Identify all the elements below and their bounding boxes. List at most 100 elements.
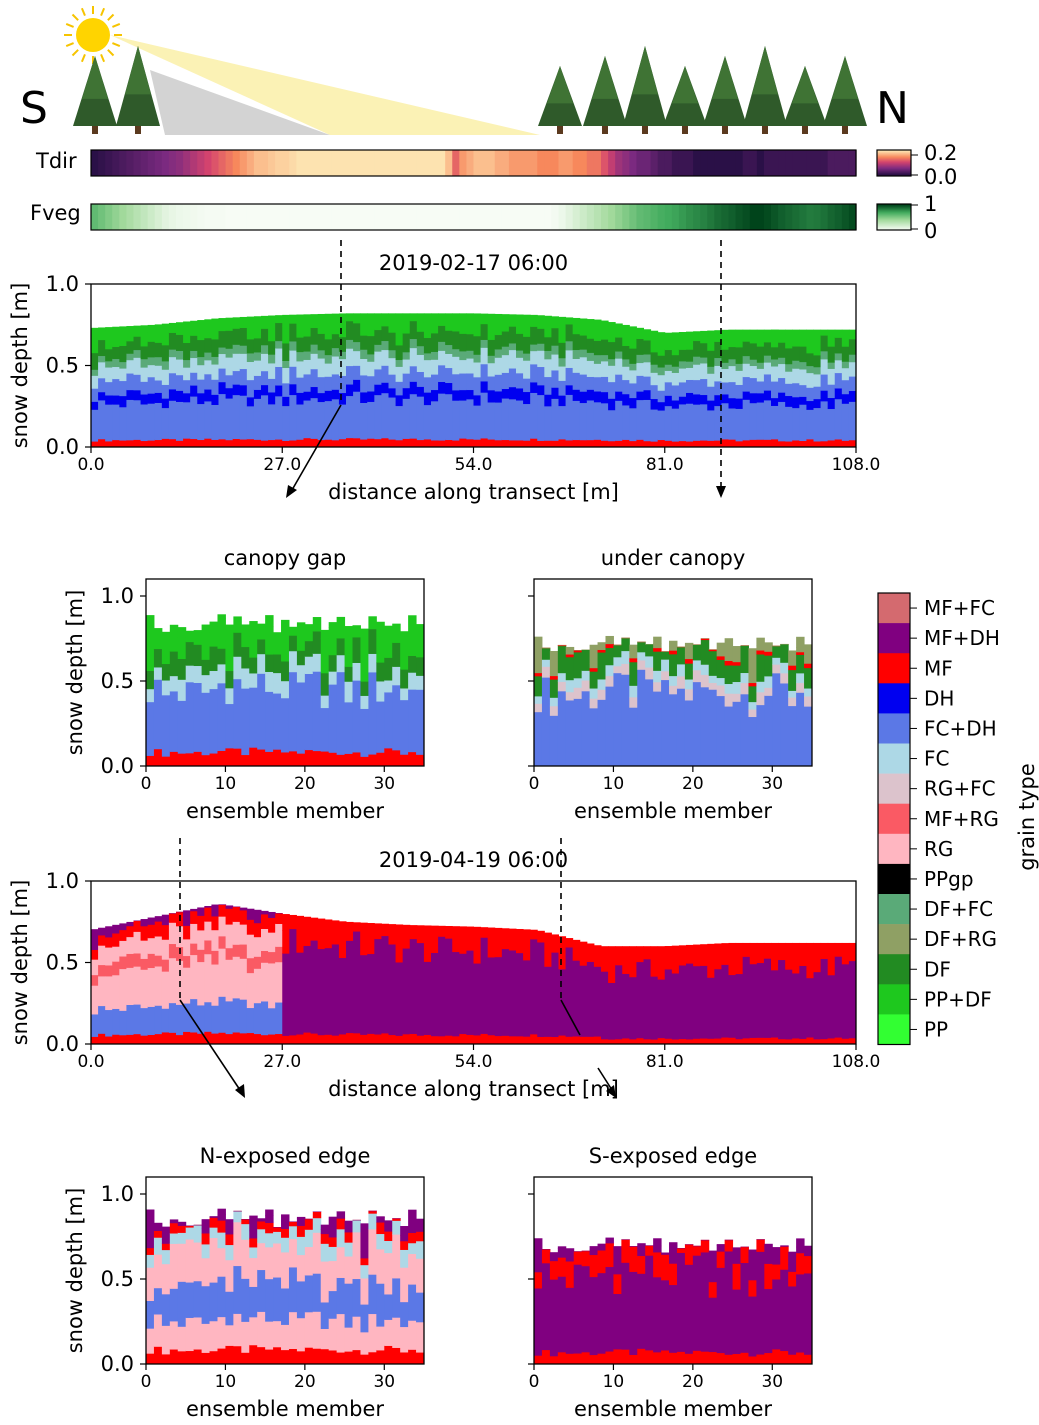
grain-layer xyxy=(275,322,283,342)
grain-layer xyxy=(572,372,581,390)
grain-layer xyxy=(799,368,807,386)
grain-layer xyxy=(537,384,545,396)
grain-layer xyxy=(806,409,814,440)
grain-layer xyxy=(742,956,751,1039)
grain-layer xyxy=(643,376,652,391)
grain-layer xyxy=(586,439,595,448)
grain-layer xyxy=(218,1032,227,1045)
grain-layer xyxy=(565,1036,574,1045)
grain-layer xyxy=(636,399,644,440)
grain-layer xyxy=(669,646,678,651)
grain-layer xyxy=(360,628,369,656)
legend-label: MF+FC xyxy=(924,596,995,620)
strip-cell xyxy=(650,150,659,176)
grain-layer xyxy=(637,1348,646,1365)
grain-layer xyxy=(669,640,678,648)
grain-layer xyxy=(780,672,789,684)
strip-cell xyxy=(268,204,276,230)
grain-layer xyxy=(742,355,751,364)
strip-cell xyxy=(487,204,496,230)
grain-layer xyxy=(409,925,418,940)
grain-layer xyxy=(565,656,575,681)
grain-layer xyxy=(310,353,319,370)
strip-cell xyxy=(204,150,213,176)
grain-layer xyxy=(650,398,659,410)
grain-layer xyxy=(756,402,765,440)
grain-layer xyxy=(735,440,744,448)
grain-layer xyxy=(374,344,382,352)
grain-layer xyxy=(344,1220,354,1229)
grain-layer xyxy=(261,353,269,372)
grain-layer xyxy=(572,389,581,401)
x-tick-label: 81.0 xyxy=(646,455,684,475)
grain-layer xyxy=(408,1232,417,1244)
grain-layer xyxy=(112,366,120,380)
grain-layer xyxy=(282,396,290,407)
x-axis-label: distance along transect [m] xyxy=(328,480,619,504)
colorbar-cell xyxy=(877,204,911,206)
grain-layer xyxy=(780,682,789,767)
grain-layer xyxy=(565,394,574,441)
grain-layer xyxy=(544,1036,552,1045)
grain-layer xyxy=(304,656,314,674)
grain-layer xyxy=(190,998,198,1033)
grain-layer xyxy=(708,1297,718,1353)
grain-layer xyxy=(657,367,666,376)
grain-layer xyxy=(261,440,269,448)
grain-layer xyxy=(661,651,670,652)
grain-layer xyxy=(756,645,765,651)
strip-cell xyxy=(133,204,142,230)
grain-layer xyxy=(253,351,262,361)
grain-layer xyxy=(544,350,552,360)
grain-layer xyxy=(209,1237,218,1283)
grain-layer xyxy=(233,1265,242,1314)
strip-cell xyxy=(636,204,645,230)
grain-layer xyxy=(572,960,581,1037)
grain-layer xyxy=(140,958,149,970)
grain-layer xyxy=(530,438,538,448)
grain-layer xyxy=(211,950,219,965)
legend-swatch xyxy=(878,713,910,744)
colorbar-cell xyxy=(877,161,911,163)
grain-layer xyxy=(684,1264,694,1354)
grain-layer xyxy=(331,313,340,316)
grain-layer xyxy=(253,337,262,353)
grain-layer xyxy=(133,920,142,932)
grain-layer xyxy=(473,335,482,355)
grain-layer xyxy=(112,946,120,962)
strip-cell xyxy=(586,204,595,230)
colorbar-cell xyxy=(877,165,911,167)
grain-layer xyxy=(589,1246,599,1250)
grain-layer xyxy=(565,1253,575,1262)
grain-layer xyxy=(693,364,701,381)
strip-cell xyxy=(353,150,361,176)
grain-layer xyxy=(742,376,751,392)
grain-layer xyxy=(168,372,177,390)
strip-cell xyxy=(147,150,156,176)
grain-layer xyxy=(756,653,765,682)
grain-layer xyxy=(572,317,581,335)
grain-layer xyxy=(714,341,722,359)
grain-layer xyxy=(537,930,545,943)
x-tick-label: 0.0 xyxy=(77,455,104,475)
grain-layer xyxy=(217,1348,226,1365)
strip-cell xyxy=(608,204,616,230)
grain-layer xyxy=(537,328,545,344)
grain-layer xyxy=(177,753,187,767)
grain-layer xyxy=(275,385,283,397)
strip-cell xyxy=(841,150,850,176)
grain-layer xyxy=(288,671,298,752)
grain-layer xyxy=(693,965,701,1039)
grain-layer xyxy=(771,329,779,348)
grain-layer xyxy=(438,1035,446,1045)
grain-layer xyxy=(268,391,276,405)
grain-layer xyxy=(749,402,758,440)
strip-cell xyxy=(140,204,149,230)
grain-layer xyxy=(650,330,659,339)
grain-layer xyxy=(249,1286,258,1318)
y-tick-label: 0.5 xyxy=(101,669,134,693)
grain-layer xyxy=(388,357,397,375)
grain-layer xyxy=(376,1222,385,1235)
grain-layer xyxy=(678,440,687,448)
grain-layer xyxy=(621,1239,630,1240)
